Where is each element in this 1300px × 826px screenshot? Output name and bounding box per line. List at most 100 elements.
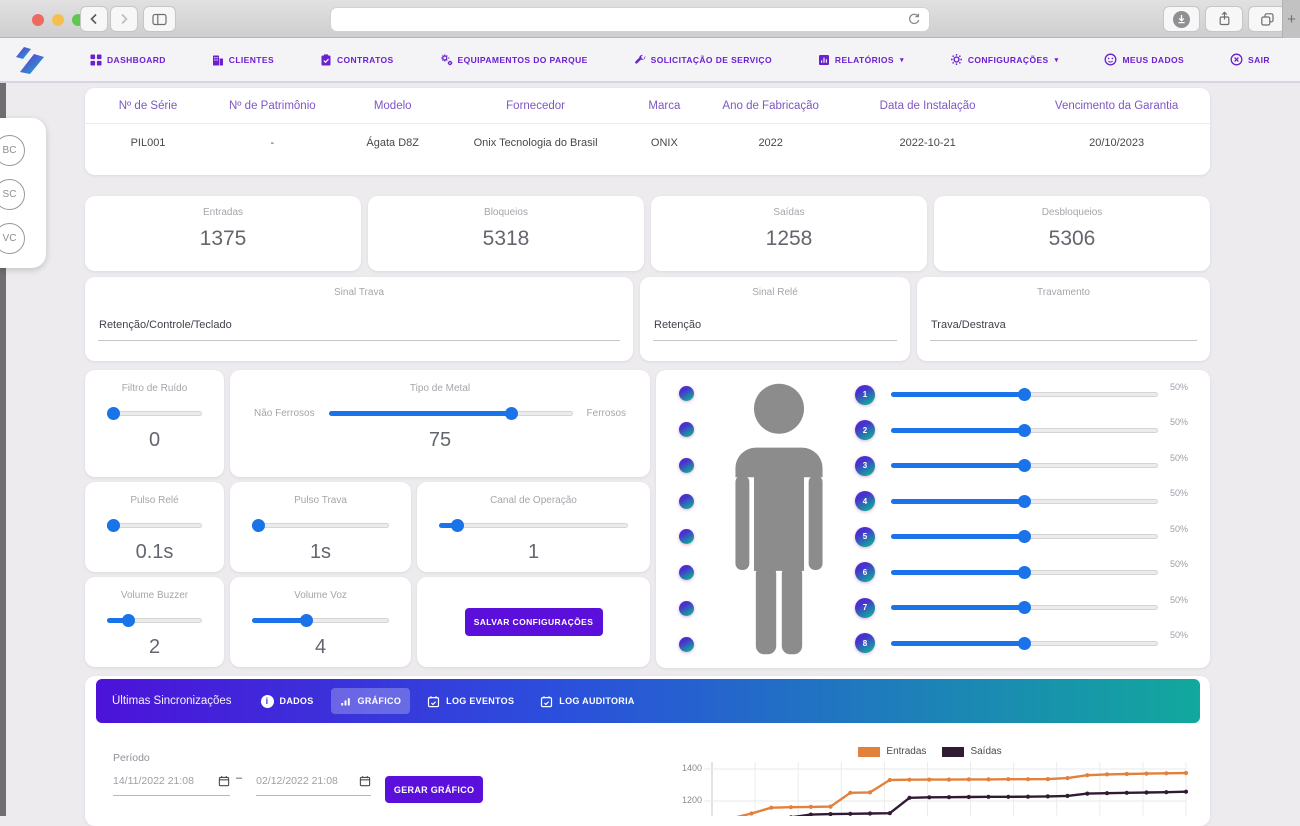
control-value: 1s xyxy=(309,541,332,563)
sinal-rele-input[interactable]: Retenção xyxy=(654,319,702,331)
slider-thumb[interactable] xyxy=(451,519,465,532)
save-configurations-button[interactable]: SALVAR CONFIGURAÇÕES xyxy=(464,608,603,636)
filtro-ruido-slider[interactable] xyxy=(107,407,202,420)
slider-thumb[interactable] xyxy=(122,614,136,627)
pulso-rele-slider[interactable] xyxy=(107,519,202,532)
side-button-bc[interactable]: BC xyxy=(0,135,25,166)
slider-thumb[interactable] xyxy=(107,407,120,420)
zone-5-slider[interactable] xyxy=(891,530,1158,544)
tab-grafico[interactable]: GRÁFICO xyxy=(330,688,411,714)
nav-item-clientes[interactable]: CLIENTES xyxy=(212,54,274,66)
zone-dot xyxy=(678,493,694,509)
tab-log-auditoria[interactable]: LOG AUDITORIA xyxy=(531,688,643,715)
canal-operacao-slider[interactable] xyxy=(439,519,628,532)
back-button[interactable] xyxy=(80,6,108,32)
nav-item-relatorios[interactable]: RELATÓRIOS ▾ xyxy=(818,54,904,66)
nav-item-dashboard[interactable]: DASHBOARD xyxy=(90,54,166,66)
slider-thumb[interactable] xyxy=(1018,494,1031,508)
new-tab-button[interactable]: + xyxy=(1282,0,1300,38)
slider-thumb[interactable] xyxy=(1018,530,1031,544)
nav-item-sair[interactable]: SAIR xyxy=(1230,53,1270,66)
zone-3-slider[interactable] xyxy=(891,459,1158,473)
share-button[interactable] xyxy=(1205,6,1243,32)
zone-7-slider[interactable] xyxy=(891,601,1158,615)
generate-chart-button[interactable]: GERAR GRÁFICO xyxy=(385,776,484,803)
control-value: 4 xyxy=(314,636,327,658)
sync-title: Últimas Sincronizações xyxy=(112,695,232,707)
nav-label: MEUS DADOS xyxy=(1122,54,1185,65)
period-from-value: 14/11/2022 21:08 xyxy=(113,775,194,787)
zone-dot xyxy=(678,386,694,401)
zone-4-slider[interactable] xyxy=(891,494,1158,508)
zone-dot xyxy=(678,529,694,545)
zone-2-slider[interactable] xyxy=(891,423,1158,437)
cell-modelo: Ágata D8Z xyxy=(366,137,419,149)
volume-voz-slider[interactable] xyxy=(252,614,389,627)
zone-row: 5 50% xyxy=(855,524,1196,547)
pulso-trava-slider[interactable] xyxy=(252,519,389,532)
nav-item-contratos[interactable]: CONTRATOS xyxy=(320,53,394,66)
address-bar[interactable] xyxy=(330,7,930,32)
nav-label: DASHBOARD xyxy=(107,54,166,65)
control-value: 1 xyxy=(527,541,540,563)
slider-thumb[interactable] xyxy=(252,519,265,532)
travamento-input[interactable]: Trava/Destrava xyxy=(931,319,1006,331)
stat-value: 5318 xyxy=(482,227,530,250)
slider-thumb[interactable] xyxy=(1018,565,1031,579)
slider-thumb[interactable] xyxy=(300,614,314,627)
slider-thumb[interactable] xyxy=(107,519,120,532)
control-label: Canal de Operação xyxy=(490,495,577,506)
period-to-input[interactable]: 02/12/2022 21:08 xyxy=(256,775,372,796)
stat-label: Desbloqueios xyxy=(1041,207,1103,218)
slider-thumb[interactable] xyxy=(1018,459,1031,473)
nav-item-equipamentos[interactable]: EQUIPAMENTOS DO PARQUE xyxy=(440,53,588,66)
zone-badge: 4 xyxy=(855,491,875,512)
zone-dot xyxy=(678,565,694,581)
range-dash: – xyxy=(236,772,243,784)
tab-overview-button[interactable] xyxy=(1248,6,1286,32)
filtro-ruido-card: Filtro de Ruído 0 xyxy=(85,370,224,477)
tab-dados[interactable]: i DADOS xyxy=(252,688,323,715)
building-icon xyxy=(212,55,223,65)
side-button-sc[interactable]: SC xyxy=(0,179,25,210)
zone-row: 4 50% xyxy=(855,488,1196,512)
y-axis-tick: 1200 xyxy=(681,795,702,805)
minimize-window-icon[interactable] xyxy=(52,14,64,26)
control-value: 2 xyxy=(148,636,161,658)
nav-item-configuracoes[interactable]: CONFIGURAÇÕES ▾ xyxy=(950,53,1059,66)
zone-dots-column xyxy=(669,383,703,655)
slider-thumb[interactable] xyxy=(1018,388,1031,401)
sinal-trava-input[interactable]: Retenção/Controle/Teclado xyxy=(99,319,232,331)
downloads-button[interactable] xyxy=(1163,6,1200,32)
x-circle-icon xyxy=(1230,53,1243,66)
slider-thumb[interactable] xyxy=(1018,601,1031,615)
reload-icon[interactable] xyxy=(907,12,921,32)
legend-swatch xyxy=(858,746,881,757)
slider-thumb[interactable] xyxy=(505,407,519,420)
tab-log-eventos[interactable]: LOG EVENTOS xyxy=(418,688,523,715)
nav-item-meus-dados[interactable]: MEUS DADOS xyxy=(1104,53,1184,66)
tipo-metal-slider[interactable] xyxy=(328,407,573,420)
app-logo[interactable] xyxy=(12,45,52,81)
slider-thumb[interactable] xyxy=(1018,636,1031,650)
zone-row: 6 50% xyxy=(855,559,1196,583)
nav-item-solicitacao[interactable]: SOLICITAÇÃO DE SERVIÇO xyxy=(634,54,772,66)
close-window-icon[interactable] xyxy=(32,14,44,26)
calendar-icon[interactable] xyxy=(218,775,230,787)
slider-thumb[interactable] xyxy=(1018,423,1031,437)
zone-percent-label: 50% xyxy=(1170,594,1189,605)
calendar-icon[interactable] xyxy=(359,775,371,787)
zone-6-slider[interactable] xyxy=(891,565,1158,579)
pulso-trava-card: Pulso Trava 1s xyxy=(230,482,411,572)
zone-8-slider[interactable] xyxy=(891,636,1158,650)
zone-percent-label: 50% xyxy=(1170,559,1189,570)
volume-buzzer-slider[interactable] xyxy=(107,614,202,627)
zone-dot xyxy=(678,601,694,617)
period-from-input[interactable]: 14/11/2022 21:08 xyxy=(113,775,230,796)
zone-1-slider[interactable] xyxy=(891,388,1158,401)
forward-button[interactable] xyxy=(110,6,138,32)
sidebar-toggle-button[interactable] xyxy=(143,6,176,32)
side-button-vc[interactable]: VC xyxy=(0,223,25,254)
field-label: Travamento xyxy=(1037,287,1090,298)
field-label: Sinal Relé xyxy=(752,287,798,298)
